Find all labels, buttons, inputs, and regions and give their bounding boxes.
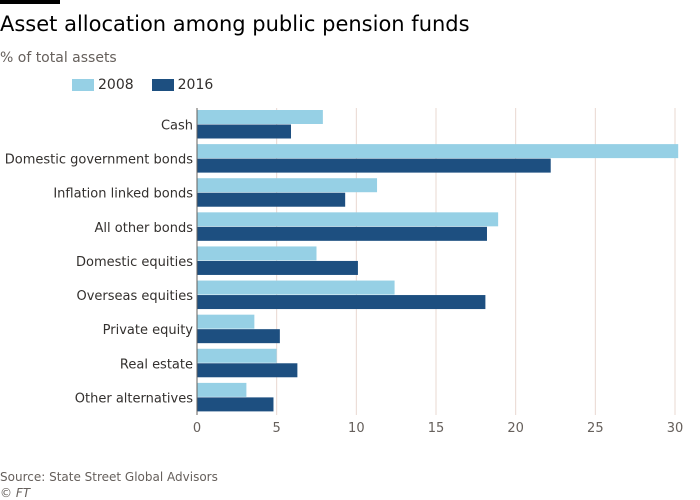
category-label: Domestic equities [76, 255, 193, 270]
legend-label-2016: 2016 [177, 77, 214, 93]
bar-2008 [197, 382, 247, 397]
bar-2008 [197, 110, 323, 124]
legend: 2008 2016 [72, 77, 231, 93]
bar-2008 [197, 178, 378, 193]
source-note: Source: State Street Global Advisors [0, 470, 218, 484]
legend-swatch-2016 [151, 79, 174, 91]
bar-2016 [197, 329, 280, 344]
category-label: Overseas equities [77, 289, 194, 304]
category-label: Cash [161, 119, 193, 134]
x-tick-label: 30 [667, 421, 684, 436]
bar-2008 [197, 212, 499, 227]
legend-item-2008: 2008 [72, 77, 134, 93]
legend-swatch-2008 [72, 79, 94, 91]
x-tick-label: 20 [507, 421, 524, 436]
legend-label-2008: 2008 [98, 77, 134, 93]
bar-2016 [197, 397, 274, 412]
bar-2016 [197, 124, 292, 139]
copyright: © FT [0, 486, 31, 500]
chart-subtitle: % of total assets [0, 50, 117, 66]
bar-2008 [197, 314, 255, 329]
bar-2016 [197, 192, 346, 207]
category-label: Inflation linked bonds [53, 187, 193, 202]
bar-2008 [197, 246, 317, 261]
x-tick-label: 5 [273, 421, 281, 436]
bar-2008 [197, 348, 277, 363]
bar-2016 [197, 260, 358, 275]
category-label: All other bonds [95, 221, 194, 236]
category-label: Other alternatives [75, 391, 193, 406]
bar-2016 [197, 295, 486, 310]
bar-chart: Cash Domestic government bonds Inflation l… [5, 108, 684, 436]
x-tick-label: 0 [193, 421, 201, 436]
x-tick-label: 10 [348, 421, 365, 436]
category-label: Real estate [120, 357, 193, 372]
bar-2008 [197, 144, 679, 159]
category-label: Private equity [103, 323, 194, 338]
x-tick-label: 15 [428, 421, 445, 436]
bar-2008 [197, 280, 395, 295]
category-label: Domestic government bonds [5, 153, 193, 168]
bar-2016 [197, 158, 551, 173]
legend-item-2016: 2016 [151, 77, 214, 93]
chart-title: Asset allocation among public pension fu… [0, 12, 470, 36]
bar-2016 [197, 363, 298, 378]
bar-2016 [197, 226, 487, 241]
x-tick-label: 25 [587, 421, 604, 436]
top-rule [0, 0, 60, 4]
